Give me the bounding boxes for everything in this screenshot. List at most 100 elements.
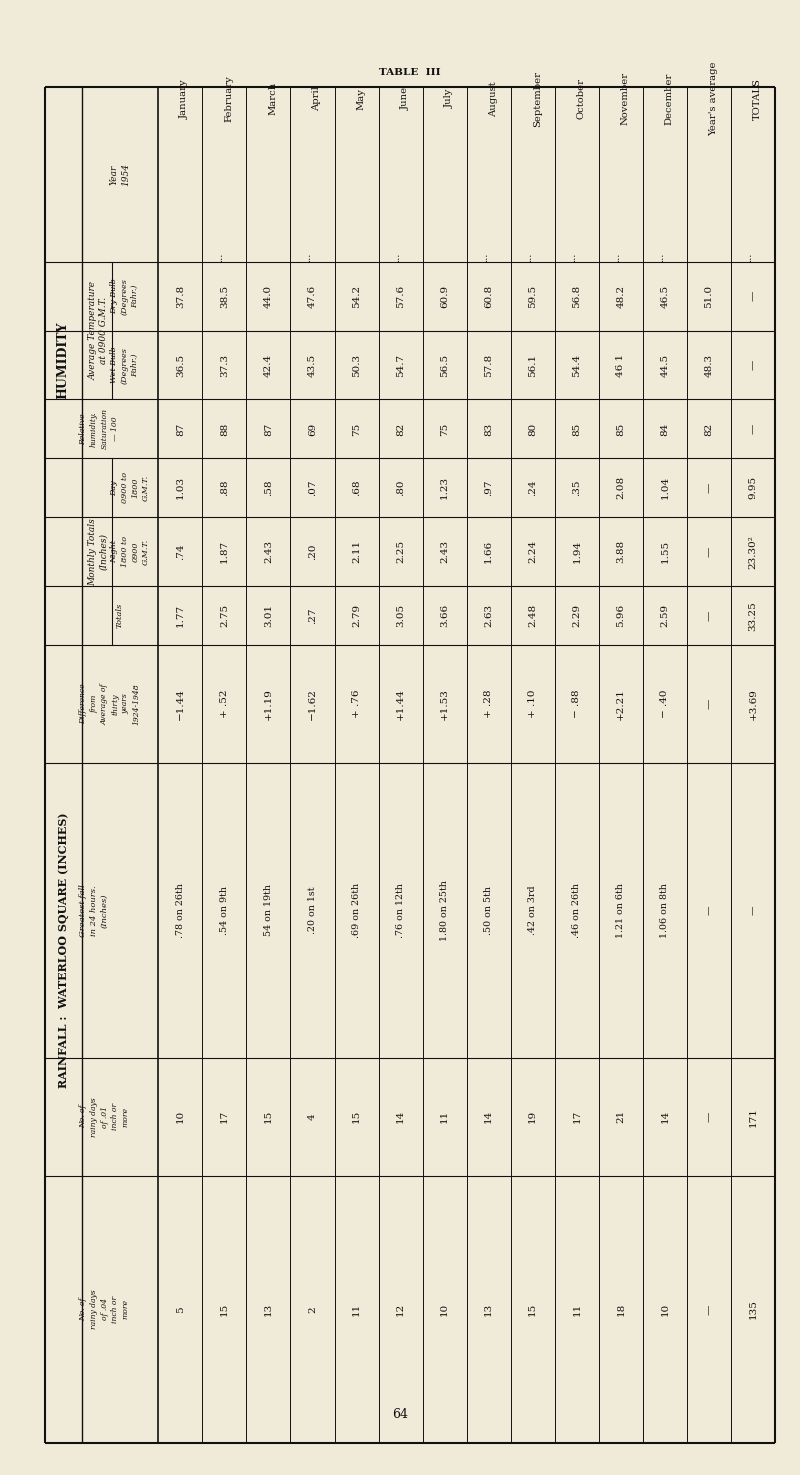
Text: + .76: + .76 (352, 690, 361, 718)
Text: − .40: − .40 (660, 690, 670, 718)
Text: 9.95: 9.95 (749, 476, 758, 500)
Text: 36.5: 36.5 (176, 354, 185, 376)
Text: 21: 21 (616, 1111, 626, 1124)
Text: .88: .88 (220, 479, 229, 496)
Text: —: — (705, 547, 714, 558)
Text: +3.69: +3.69 (749, 689, 758, 720)
Text: − .88: − .88 (572, 690, 582, 718)
Text: 2.08: 2.08 (616, 476, 626, 500)
Text: 56.1: 56.1 (528, 354, 538, 376)
Text: 1.21 on 6th: 1.21 on 6th (616, 884, 626, 938)
Text: August: August (489, 81, 498, 117)
Text: 82: 82 (396, 422, 405, 435)
Text: Year's average: Year's average (709, 62, 718, 136)
Text: inch or: inch or (111, 1297, 119, 1323)
Text: 1800 to: 1800 to (121, 537, 129, 568)
Text: —: — (749, 360, 758, 370)
Text: 2.24: 2.24 (528, 540, 538, 563)
Text: .20: .20 (308, 543, 317, 560)
Text: humidity.: humidity. (90, 412, 98, 447)
Text: ...: ... (656, 252, 665, 261)
Text: Dry Bulb: Dry Bulb (110, 279, 118, 314)
Text: 2.29: 2.29 (572, 605, 582, 627)
Text: 82: 82 (705, 422, 714, 435)
Text: 10: 10 (440, 1302, 449, 1316)
Text: ...: ... (612, 252, 621, 261)
Text: 48.3: 48.3 (705, 354, 714, 376)
Text: 87: 87 (264, 422, 273, 435)
Text: .35: .35 (572, 479, 582, 496)
Text: 15: 15 (220, 1302, 229, 1316)
Text: 54 on 19th: 54 on 19th (264, 885, 273, 937)
Text: .74: .74 (176, 543, 185, 560)
Text: (Inches): (Inches) (99, 534, 108, 571)
Text: 2.43: 2.43 (264, 540, 273, 563)
Text: 135: 135 (749, 1299, 758, 1319)
Text: 2.75: 2.75 (220, 605, 229, 627)
Text: 88: 88 (220, 422, 229, 435)
Text: ...: ... (215, 252, 225, 261)
Text: 12: 12 (396, 1302, 405, 1316)
Text: Average of: Average of (101, 683, 109, 724)
Text: 2.63: 2.63 (484, 605, 493, 627)
Text: .46 on 26th: .46 on 26th (572, 884, 582, 938)
Text: 11: 11 (440, 1111, 449, 1124)
Text: 83: 83 (484, 422, 493, 435)
Text: 13: 13 (264, 1302, 273, 1316)
Text: 43.5: 43.5 (308, 354, 317, 376)
Text: Greatest fall: Greatest fall (79, 884, 87, 937)
Text: .58: .58 (264, 479, 273, 496)
Text: 11: 11 (352, 1302, 361, 1316)
Text: more: more (122, 1299, 130, 1319)
Text: 3.66: 3.66 (440, 605, 449, 627)
Text: in 24 hours.: in 24 hours. (90, 885, 98, 935)
Text: 38.5: 38.5 (220, 285, 229, 308)
Text: Totals: Totals (116, 603, 124, 628)
Text: 18: 18 (616, 1302, 626, 1316)
Text: 57.6: 57.6 (396, 285, 405, 308)
Text: G.M.T.: G.M.T. (142, 475, 150, 502)
Text: —: — (705, 1112, 714, 1122)
Text: 60.8: 60.8 (484, 285, 493, 308)
Text: —: — (705, 1304, 714, 1314)
Text: RAINFALL :  WATERLOO SQUARE (INCHES): RAINFALL : WATERLOO SQUARE (INCHES) (58, 813, 69, 1089)
Text: 60.9: 60.9 (440, 285, 449, 308)
Text: .76 on 12th: .76 on 12th (396, 884, 405, 938)
Text: 57.8: 57.8 (484, 354, 493, 376)
Text: ...: ... (524, 252, 533, 261)
Text: .97: .97 (484, 479, 493, 496)
Text: +1.44: +1.44 (396, 689, 405, 720)
Text: Average Temperature: Average Temperature (89, 282, 98, 381)
Text: 1.06 on 8th: 1.06 on 8th (660, 884, 670, 938)
Text: 2.25: 2.25 (396, 540, 405, 563)
Text: February: February (225, 75, 234, 122)
Text: Year: Year (110, 164, 118, 184)
Text: 54.2: 54.2 (352, 285, 361, 308)
Text: Night: Night (110, 540, 118, 563)
Text: .24: .24 (528, 479, 538, 496)
Text: —: — (749, 423, 758, 434)
Text: 44.0: 44.0 (264, 285, 273, 308)
Text: 48.2: 48.2 (616, 285, 626, 308)
Text: 44.5: 44.5 (660, 354, 670, 376)
Text: 87: 87 (176, 422, 185, 435)
Text: ...: ... (480, 252, 489, 261)
Text: ...: ... (392, 252, 401, 261)
Text: +1.19: +1.19 (264, 689, 273, 720)
Text: 50.3: 50.3 (352, 354, 361, 376)
Text: 1.03: 1.03 (176, 476, 185, 500)
Text: 5.96: 5.96 (616, 605, 626, 627)
Text: 75: 75 (352, 422, 361, 435)
Text: 0900 to: 0900 to (121, 472, 129, 503)
Text: of .01: of .01 (101, 1106, 109, 1128)
Text: 4: 4 (308, 1114, 317, 1120)
Text: rainy days: rainy days (90, 1289, 98, 1329)
Text: −1.62: −1.62 (308, 689, 317, 720)
Text: December: December (665, 72, 674, 125)
Text: January: January (180, 80, 190, 118)
Text: 37.3: 37.3 (220, 354, 229, 376)
Text: 2.11: 2.11 (352, 540, 361, 563)
Text: 54.4: 54.4 (572, 354, 582, 376)
Text: .07: .07 (308, 479, 317, 496)
Text: 1.66: 1.66 (484, 540, 493, 563)
